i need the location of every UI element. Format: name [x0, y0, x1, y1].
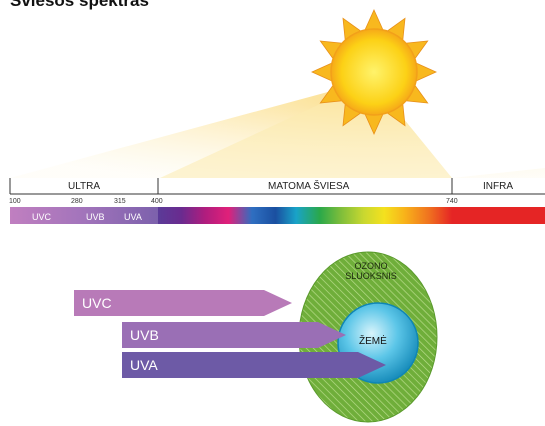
visible-spectrum-segment [158, 207, 452, 224]
tick-label: 280 [71, 198, 83, 205]
uvb-arrow [122, 322, 346, 348]
sun-icon [311, 9, 437, 135]
spectrum-brackets [9, 178, 545, 195]
infra-spectrum-segment [452, 207, 545, 224]
band-label-uvc: UVC [32, 212, 52, 222]
tick-label: 400 [151, 198, 163, 205]
tick-label: 100 [9, 198, 21, 205]
uva-label: UVA [130, 357, 158, 373]
section-label-visible: MATOMA ŠVIESA [268, 181, 350, 192]
ozone-label-line-1: OZONO [354, 261, 388, 271]
band-label-uvb: UVB [86, 212, 105, 222]
section-label-infra: INFRA [483, 181, 513, 192]
ozone-layer-label: OZONO SLUOKSNIS [336, 261, 406, 281]
uva-arrow [122, 352, 386, 378]
diagram-title: Šviesos spektras [10, 0, 149, 10]
uvc-arrow [74, 290, 292, 316]
section-label-ultra: ULTRA [68, 181, 101, 192]
uv-spectrum-segment [10, 207, 158, 224]
ozone-label-line-2: SLUOKSNIS [345, 271, 397, 281]
uvc-label: UVC [82, 295, 112, 311]
tick-label: 315 [114, 198, 126, 205]
uvb-label: UVB [130, 327, 159, 343]
tick-label: 740 [446, 198, 458, 205]
band-label-uva: UVA [124, 212, 142, 222]
earth-label: ŽEMĖ [359, 336, 387, 347]
